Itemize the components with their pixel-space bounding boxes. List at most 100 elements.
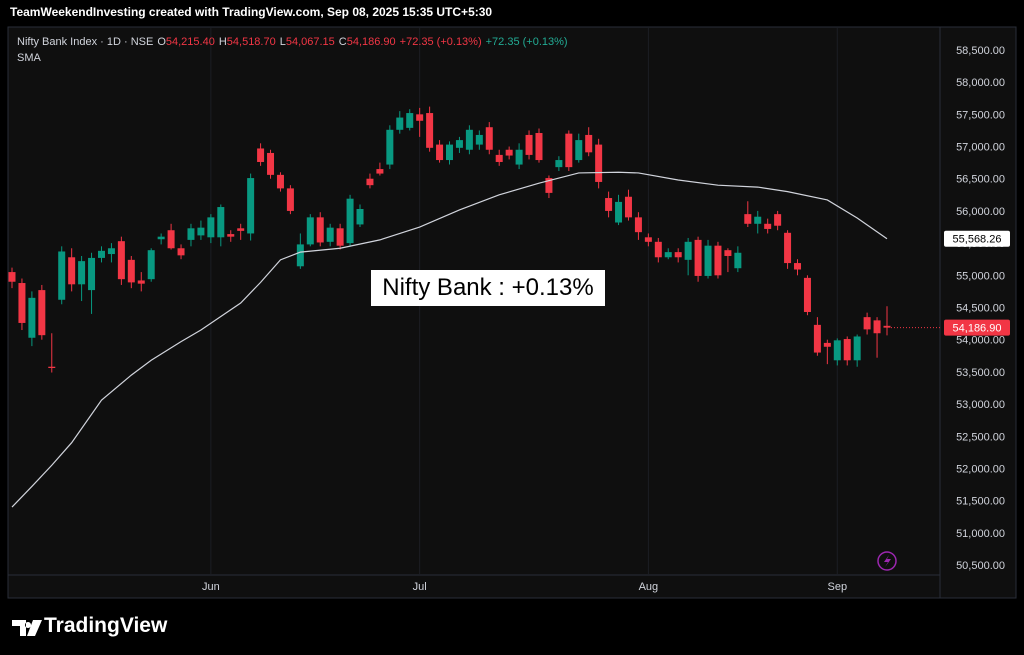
candle-body bbox=[605, 198, 613, 211]
legend-value: 54,186.90 bbox=[346, 36, 396, 48]
header: TeamWeekendInvesting created with Tradin… bbox=[10, 5, 493, 19]
candle-body bbox=[88, 257, 96, 291]
candle-body bbox=[316, 217, 324, 243]
y-tick-label: 53,500.00 bbox=[956, 367, 1005, 379]
candle-body bbox=[873, 320, 881, 334]
candle-body bbox=[97, 250, 105, 258]
legend-title: Nifty Bank Index · 1D · NSE bbox=[17, 36, 154, 48]
legend-key: L bbox=[279, 36, 286, 48]
legend-key: O bbox=[157, 36, 166, 48]
legend-indicator: SMA bbox=[17, 52, 41, 64]
candle-body bbox=[137, 280, 145, 284]
candle-body bbox=[515, 149, 523, 165]
y-tick-label: 56,000.00 bbox=[956, 206, 1005, 218]
candle-body bbox=[336, 228, 344, 246]
candle-body bbox=[8, 272, 16, 282]
candle-body bbox=[485, 127, 493, 150]
legend-value: 54,067.15 bbox=[285, 36, 335, 48]
candle-body bbox=[177, 248, 185, 256]
candle-body bbox=[127, 259, 135, 283]
legend-row: Nifty Bank Index · 1D · NSE O54,215.40 H54… bbox=[17, 34, 568, 50]
candle-body bbox=[853, 336, 861, 361]
candle-body bbox=[247, 178, 255, 234]
candle-body bbox=[237, 228, 245, 231]
candle-body bbox=[684, 241, 692, 260]
x-tick-label: Jul bbox=[413, 581, 427, 593]
candle-body bbox=[38, 290, 46, 336]
y-tick-label: 52,500.00 bbox=[956, 431, 1005, 443]
candle-body bbox=[366, 178, 374, 186]
candle-body bbox=[267, 152, 275, 175]
candle-body bbox=[356, 208, 364, 225]
candle-body bbox=[187, 228, 195, 240]
candle-body bbox=[803, 277, 811, 312]
y-tick-label: 51,500.00 bbox=[956, 496, 1005, 508]
candle-body bbox=[475, 134, 483, 145]
candle-body bbox=[764, 223, 772, 229]
legend: Nifty Bank Index · 1D · NSE O54,215.40 H54… bbox=[17, 34, 568, 66]
candle-body bbox=[694, 239, 702, 276]
candle-body bbox=[296, 244, 304, 267]
candle-body bbox=[624, 196, 632, 218]
candle-body bbox=[823, 342, 831, 347]
candle-body bbox=[595, 144, 603, 182]
candle-body bbox=[724, 250, 732, 256]
candle-body bbox=[784, 232, 792, 264]
y-tick-label: 50,500.00 bbox=[956, 560, 1005, 572]
candle-body bbox=[495, 154, 503, 162]
chart-pane bbox=[7, 26, 1017, 599]
candle-body bbox=[794, 263, 802, 270]
labels: 50,500.00 51,000.00 51,500.00 52,000.00 52,5… bbox=[202, 45, 1010, 593]
candle-body bbox=[704, 245, 712, 276]
candle-body bbox=[774, 214, 782, 226]
y-tick-label: 58,500.00 bbox=[956, 45, 1005, 57]
candle-body bbox=[754, 216, 762, 224]
candle-body bbox=[436, 144, 444, 161]
alert-icon-bolt bbox=[884, 555, 891, 567]
candle-body bbox=[455, 140, 463, 148]
legend-value: 54,215.40 bbox=[165, 36, 215, 48]
candle-body bbox=[306, 217, 314, 245]
candle-body bbox=[863, 317, 871, 330]
candle-body bbox=[147, 250, 155, 280]
y-tick-label: 53,000.00 bbox=[956, 399, 1005, 411]
sma-price-box bbox=[944, 230, 1010, 247]
y-tick-label: 54,000.00 bbox=[956, 335, 1005, 347]
brand-logo bbox=[12, 620, 42, 636]
alert-icon[interactable] bbox=[877, 551, 897, 571]
candle-body bbox=[585, 134, 593, 153]
candle-body bbox=[58, 251, 66, 300]
candle-body bbox=[426, 113, 434, 148]
y-tick-label: 55,000.00 bbox=[956, 270, 1005, 282]
y-tick-label: 52,000.00 bbox=[956, 463, 1005, 475]
candle-body bbox=[505, 149, 513, 156]
candle-body bbox=[217, 207, 225, 238]
marks bbox=[8, 106, 940, 508]
candle-body bbox=[813, 324, 821, 353]
candle-body bbox=[28, 297, 36, 338]
candle-body bbox=[78, 261, 86, 285]
candle-body bbox=[396, 117, 404, 130]
legend-key: C bbox=[338, 36, 347, 48]
x-tick-label: Aug bbox=[639, 581, 659, 593]
candle-body bbox=[117, 241, 125, 280]
candle-body bbox=[654, 241, 662, 258]
candle-body bbox=[575, 140, 583, 161]
candle-body bbox=[276, 174, 284, 189]
candle-body bbox=[227, 234, 235, 237]
candle-body bbox=[883, 325, 891, 328]
candle-body bbox=[107, 248, 115, 255]
x-tick-label: Jun bbox=[202, 581, 220, 593]
candle-body bbox=[416, 114, 424, 121]
candle-body bbox=[286, 188, 294, 211]
close-price-label: 54,186.90 bbox=[953, 323, 1002, 335]
candle-body bbox=[545, 178, 553, 193]
legend-value: 54,518.70 bbox=[226, 36, 276, 48]
candle-body bbox=[664, 252, 672, 258]
candle-body bbox=[386, 129, 394, 165]
candle-body bbox=[744, 214, 752, 224]
y-tick-label: 56,500.00 bbox=[956, 174, 1005, 186]
y-tick-label: 58,000.00 bbox=[956, 77, 1005, 89]
